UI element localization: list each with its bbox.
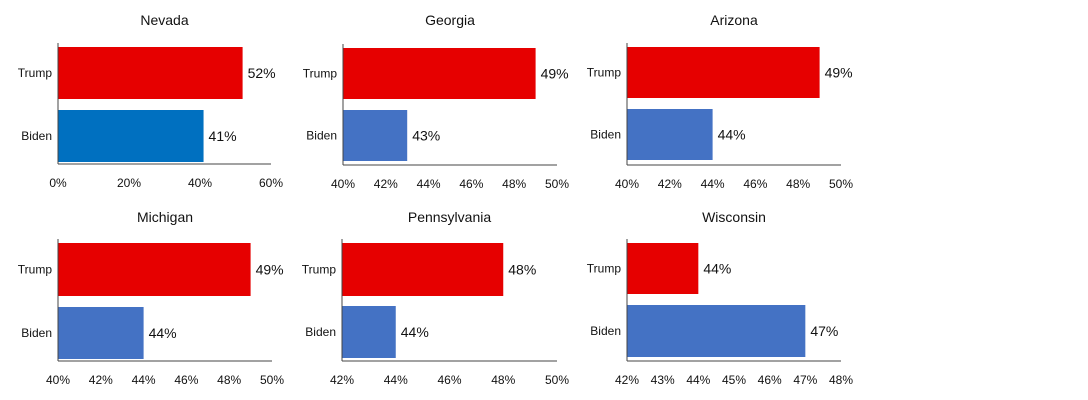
wisconsin-category-biden: Biden [590,324,621,338]
pennsylvania-tick-label: 44% [384,373,408,387]
arizona-category-trump: Trump [587,66,622,80]
pennsylvania-tick-label: 48% [491,373,515,387]
michigan-bar-biden [58,307,144,359]
arizona-tick-label: 48% [786,177,810,191]
wisconsin-bar-trump [627,243,699,294]
wisconsin-tick-label: 47% [793,373,817,387]
nevada-bar-trump [58,47,243,99]
arizona-value-label-trump: 49% [825,65,853,81]
wisconsin-tick-label: 43% [651,373,675,387]
nevada-value-label-biden: 41% [209,128,237,144]
pennsylvania-title: Pennsylvania [408,209,491,225]
michigan-tick-label: 44% [132,373,156,387]
arizona-title: Arizona [710,12,758,28]
arizona-tick-label: 42% [658,177,682,191]
arizona-value-label-biden: 44% [718,127,746,143]
wisconsin-value-label-biden: 47% [810,323,838,339]
wisconsin-tick-label: 42% [615,373,639,387]
michigan-bar-trump [58,243,251,296]
georgia-category-trump: Trump [303,67,338,81]
arizona-tick-label: 46% [743,177,767,191]
pennsylvania-tick-label: 42% [330,373,354,387]
michigan-tick-label: 48% [217,373,241,387]
pennsylvania-tick-label: 46% [437,373,461,387]
pennsylvania-tick-label: 50% [545,373,569,387]
georgia-title: Georgia [425,12,475,28]
wisconsin-value-label-trump: 44% [703,261,731,277]
michigan-tick-label: 42% [89,373,113,387]
michigan-value-label-trump: 49% [256,262,284,278]
arizona-bar-biden [627,109,713,160]
georgia-tick-label: 42% [374,177,398,191]
wisconsin-tick-label: 44% [686,373,710,387]
michigan-value-label-biden: 44% [149,325,177,341]
georgia-bar-biden [343,110,408,161]
michigan-tick-label: 50% [260,373,284,387]
wisconsin-title: Wisconsin [702,209,766,225]
nevada-value-label-trump: 52% [248,65,276,81]
wisconsin-chart: Wisconsin Trump 44% Biden 47% 42% 43% 44% 45% 46%… [587,209,854,387]
nevada-tick-label: 60% [259,176,283,190]
nevada-bar-biden [58,110,204,162]
georgia-tick-label: 46% [459,177,483,191]
arizona-chart: Arizona Trump 49% Biden 44% 40% 42% 44% 46% 48% 50… [587,12,854,191]
nevada-category-trump: Trump [18,66,53,80]
pennsylvania-category-trump: Trump [302,263,337,277]
michigan-chart: Michigan Trump 49% Biden 44% 40% 42% 44% 46% 48% 5… [18,209,285,387]
georgia-value-label-trump: 49% [541,66,569,82]
arizona-tick-label: 44% [701,177,725,191]
wisconsin-category-trump: Trump [587,262,622,276]
pennsylvania-category-biden: Biden [305,325,336,339]
nevada-chart: Nevada Trump 52% Biden 41% 0% 20% 40% 60% [18,12,284,190]
michigan-tick-label: 40% [46,373,70,387]
georgia-bar-trump [343,48,536,99]
nevada-tick-label: 40% [188,176,212,190]
michigan-category-biden: Biden [21,326,52,340]
wisconsin-tick-label: 46% [758,373,782,387]
wisconsin-tick-label: 48% [829,373,853,387]
pennsylvania-chart: Pennsylvania Trump 48% Biden 44% 42% 44% 46% 48%… [302,209,570,387]
nevada-tick-label: 20% [117,176,141,190]
wisconsin-tick-label: 45% [722,373,746,387]
pennsylvania-value-label-biden: 44% [401,324,429,340]
arizona-bar-trump [627,47,820,98]
michigan-category-trump: Trump [18,263,53,277]
georgia-tick-label: 44% [417,177,441,191]
michigan-tick-label: 46% [174,373,198,387]
nevada-tick-label: 0% [49,176,67,190]
arizona-tick-label: 50% [829,177,853,191]
arizona-category-biden: Biden [590,128,621,142]
pennsylvania-bar-trump [342,243,504,296]
georgia-tick-label: 40% [331,177,355,191]
nevada-category-biden: Biden [21,129,52,143]
georgia-value-label-biden: 43% [412,128,440,144]
nevada-title: Nevada [140,12,188,28]
georgia-tick-label: 50% [545,177,569,191]
pennsylvania-value-label-trump: 48% [508,262,536,278]
georgia-tick-label: 48% [502,177,526,191]
michigan-title: Michigan [137,209,193,225]
pennsylvania-bar-biden [342,306,396,358]
georgia-category-biden: Biden [306,129,337,143]
arizona-tick-label: 40% [615,177,639,191]
georgia-chart: Georgia Trump 49% Biden 43% 40% 42% 44% 46% 48% 50… [303,12,570,191]
wisconsin-bar-biden [627,305,806,357]
